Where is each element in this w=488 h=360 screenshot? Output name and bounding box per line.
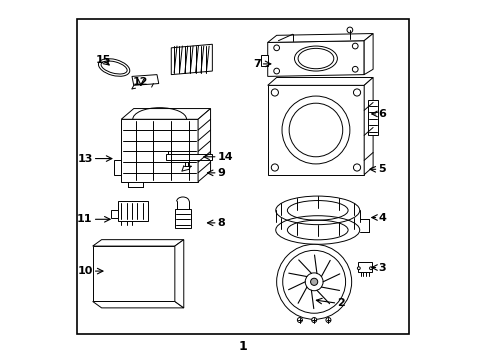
Circle shape — [288, 103, 342, 157]
Circle shape — [346, 27, 352, 33]
Polygon shape — [364, 33, 372, 75]
Circle shape — [353, 89, 360, 96]
Circle shape — [369, 267, 372, 270]
Bar — [77, 19, 408, 334]
Circle shape — [357, 267, 360, 270]
Circle shape — [352, 43, 357, 49]
Polygon shape — [267, 77, 372, 85]
Polygon shape — [132, 75, 159, 85]
Text: 10: 10 — [77, 266, 93, 276]
Polygon shape — [111, 210, 118, 217]
Circle shape — [273, 68, 279, 74]
Bar — [367, 100, 378, 135]
Polygon shape — [267, 33, 372, 42]
Ellipse shape — [101, 61, 127, 74]
Circle shape — [271, 89, 278, 96]
Polygon shape — [175, 208, 190, 228]
Ellipse shape — [98, 59, 129, 76]
Bar — [165, 154, 212, 160]
Polygon shape — [121, 109, 210, 119]
Circle shape — [325, 318, 330, 323]
Polygon shape — [260, 55, 267, 66]
Circle shape — [352, 66, 357, 72]
Text: 6: 6 — [378, 109, 386, 119]
Polygon shape — [364, 77, 372, 175]
Circle shape — [282, 96, 349, 164]
Polygon shape — [198, 109, 210, 182]
Text: 4: 4 — [378, 212, 386, 222]
Circle shape — [297, 318, 302, 323]
Text: 3: 3 — [378, 262, 386, 273]
Text: 15: 15 — [96, 55, 111, 65]
Text: 12: 12 — [133, 77, 148, 87]
Polygon shape — [93, 240, 183, 246]
Text: 11: 11 — [77, 214, 93, 224]
Ellipse shape — [275, 196, 359, 225]
Text: 13: 13 — [77, 154, 93, 163]
Polygon shape — [121, 119, 198, 182]
Circle shape — [305, 273, 323, 291]
Polygon shape — [267, 41, 364, 76]
Text: 1: 1 — [238, 339, 246, 352]
Text: 5: 5 — [378, 164, 386, 174]
Circle shape — [311, 318, 316, 323]
Ellipse shape — [294, 46, 337, 71]
Text: 8: 8 — [217, 218, 225, 228]
Ellipse shape — [298, 48, 333, 69]
Bar — [93, 246, 175, 301]
Text: 9: 9 — [217, 168, 225, 178]
Text: 14: 14 — [217, 152, 233, 162]
Circle shape — [353, 164, 360, 171]
Polygon shape — [114, 160, 121, 175]
Text: 7: 7 — [252, 59, 260, 69]
Ellipse shape — [287, 201, 347, 220]
Text: 2: 2 — [337, 298, 345, 308]
Polygon shape — [171, 44, 212, 75]
Polygon shape — [93, 301, 183, 308]
Circle shape — [273, 45, 279, 51]
Circle shape — [282, 250, 345, 313]
Circle shape — [271, 164, 278, 171]
Polygon shape — [175, 240, 183, 308]
Circle shape — [276, 244, 351, 319]
Circle shape — [310, 278, 317, 285]
Bar — [267, 85, 364, 175]
Bar — [118, 202, 148, 221]
Bar — [357, 262, 372, 272]
